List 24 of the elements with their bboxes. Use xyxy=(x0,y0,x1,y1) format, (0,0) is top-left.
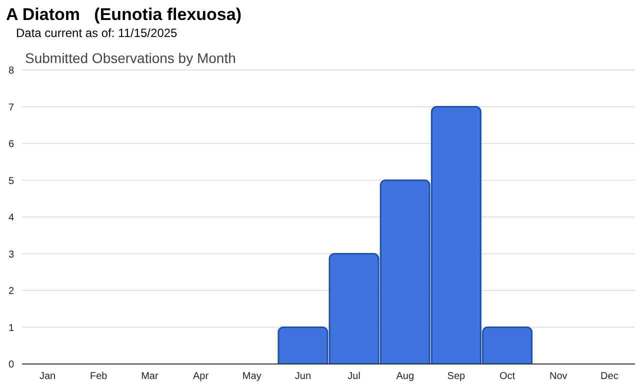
x-tick-label: Aug xyxy=(396,371,414,382)
chart-subtitle: Data current as of: 11/15/2025 xyxy=(16,26,178,40)
x-tick-label: Apr xyxy=(193,371,210,382)
y-tick-label: 6 xyxy=(8,139,14,150)
text: Submitted Observations by Month xyxy=(25,50,236,66)
y-tick-label: 0 xyxy=(8,360,14,371)
x-tick-label: Feb xyxy=(90,371,108,382)
y-tick-label: 4 xyxy=(8,212,14,224)
y-tick-label: 3 xyxy=(8,249,14,260)
y-tick-label: 7 xyxy=(8,102,14,114)
x-tick-label: Jun xyxy=(294,371,312,382)
x-tick-label: Sep xyxy=(447,371,466,382)
chart-title: A Diatom (Eunotia flexuosa) xyxy=(6,5,242,25)
y-tick-label: 2 xyxy=(8,286,14,298)
x-tick-label: May xyxy=(242,371,262,382)
y-tick-label: 1 xyxy=(8,322,14,334)
x-tick-label: Oct xyxy=(500,371,516,382)
x-tick-label: Dec xyxy=(600,371,618,382)
y-tick-label: 5 xyxy=(8,176,14,187)
y-tick-label: 8 xyxy=(8,66,14,77)
x-tick-label: Jul xyxy=(348,371,360,382)
x-tick-label: Nov xyxy=(549,371,568,382)
x-tick-label: Jan xyxy=(39,371,56,382)
x-tick-label: Mar xyxy=(141,371,159,382)
